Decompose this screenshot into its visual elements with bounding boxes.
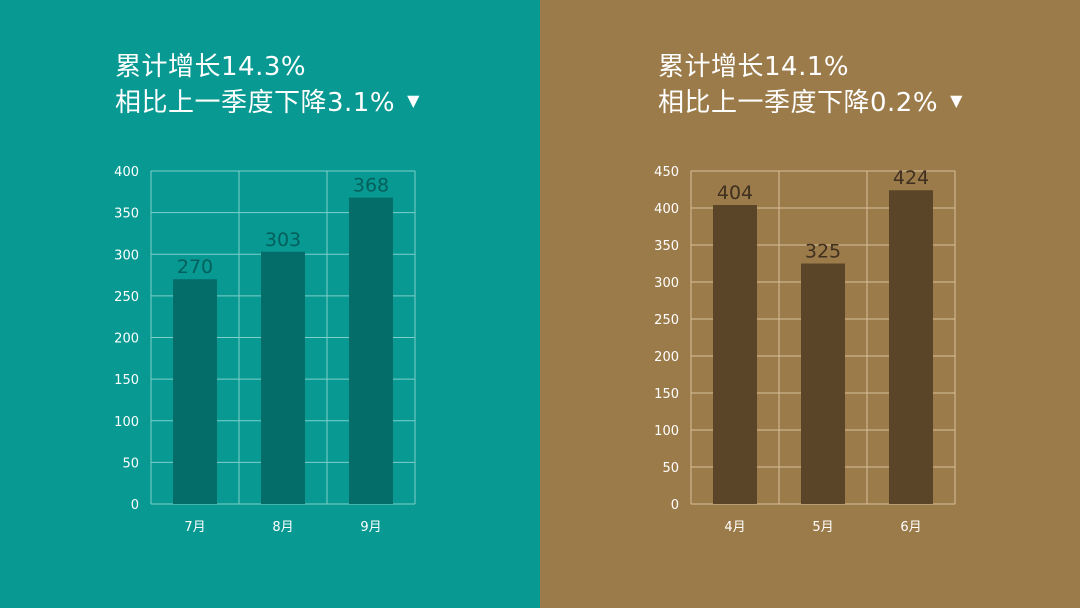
bar	[889, 190, 933, 505]
bar	[173, 279, 217, 504]
data-label: 270	[177, 256, 213, 278]
left-headline: 累计增长14.3% 相比上一季度下降3.1% ▼	[115, 50, 420, 120]
right-headline-comparison: 相比上一季度下降0.2% ▼	[658, 84, 963, 120]
x-tick-label: 5月	[812, 520, 833, 535]
data-label: 303	[265, 229, 301, 251]
y-tick-label: 100	[654, 424, 679, 439]
y-tick-label: 100	[114, 415, 139, 430]
y-tick-label: 450	[654, 165, 679, 180]
right-bar-chart: 0 50 100 150 200 250 300 350 400 450 404 4月 325 5月 424…	[654, 165, 956, 535]
y-tick-label: 200	[114, 332, 139, 347]
right-panel: 累计增长14.1% 相比上一季度下降0.2% ▼ 0 50 100 150 200 250 3…	[540, 0, 1080, 608]
y-tick-label: 300	[654, 276, 679, 291]
data-label: 424	[893, 167, 929, 189]
data-label: 368	[353, 175, 389, 197]
left-headline-comparison-text: 相比上一季度下降3.1%	[115, 88, 396, 118]
x-tick-label: 6月	[900, 520, 921, 535]
y-tick-label: 150	[114, 373, 139, 388]
y-tick-label: 150	[654, 387, 679, 402]
y-tick-label: 0	[131, 498, 139, 513]
y-tick-label: 400	[114, 165, 139, 180]
bar	[713, 205, 757, 505]
left-bar-chart: 0 50 100 150 200 250 300 350 400 270 7月 303 8月 368 9月	[114, 165, 416, 535]
down-triangle-icon: ▼	[407, 91, 420, 110]
x-tick-label: 4月	[724, 520, 745, 535]
y-tick-label: 50	[122, 456, 139, 471]
y-tick-label: 50	[662, 461, 679, 476]
data-label: 404	[717, 182, 753, 204]
x-tick-label: 8月	[272, 520, 293, 535]
y-tick-label: 300	[114, 248, 139, 263]
y-tick-label: 250	[654, 313, 679, 328]
x-tick-label: 9月	[360, 520, 381, 535]
x-tick-label: 7月	[184, 520, 205, 535]
left-headline-growth: 累计增长14.3%	[115, 52, 307, 82]
right-headline: 累计增长14.1% 相比上一季度下降0.2% ▼	[658, 50, 963, 120]
right-headline-comparison-text: 相比上一季度下降0.2%	[658, 88, 939, 118]
y-tick-label: 350	[654, 239, 679, 254]
y-tick-label: 400	[654, 202, 679, 217]
right-headline-growth: 累计增长14.1%	[658, 52, 850, 82]
y-tick-label: 250	[114, 290, 139, 305]
bar	[801, 263, 845, 504]
data-label: 325	[805, 241, 841, 263]
y-tick-label: 350	[114, 207, 139, 222]
y-tick-label: 0	[671, 498, 679, 513]
y-tick-label: 200	[654, 350, 679, 365]
down-triangle-icon: ▼	[950, 91, 963, 110]
left-headline-comparison: 相比上一季度下降3.1% ▼	[115, 84, 420, 120]
bar	[349, 197, 393, 504]
bar	[261, 251, 305, 504]
left-panel: 累计增长14.3% 相比上一季度下降3.1% ▼ 0 50 100 150 200 250 3…	[0, 0, 540, 608]
